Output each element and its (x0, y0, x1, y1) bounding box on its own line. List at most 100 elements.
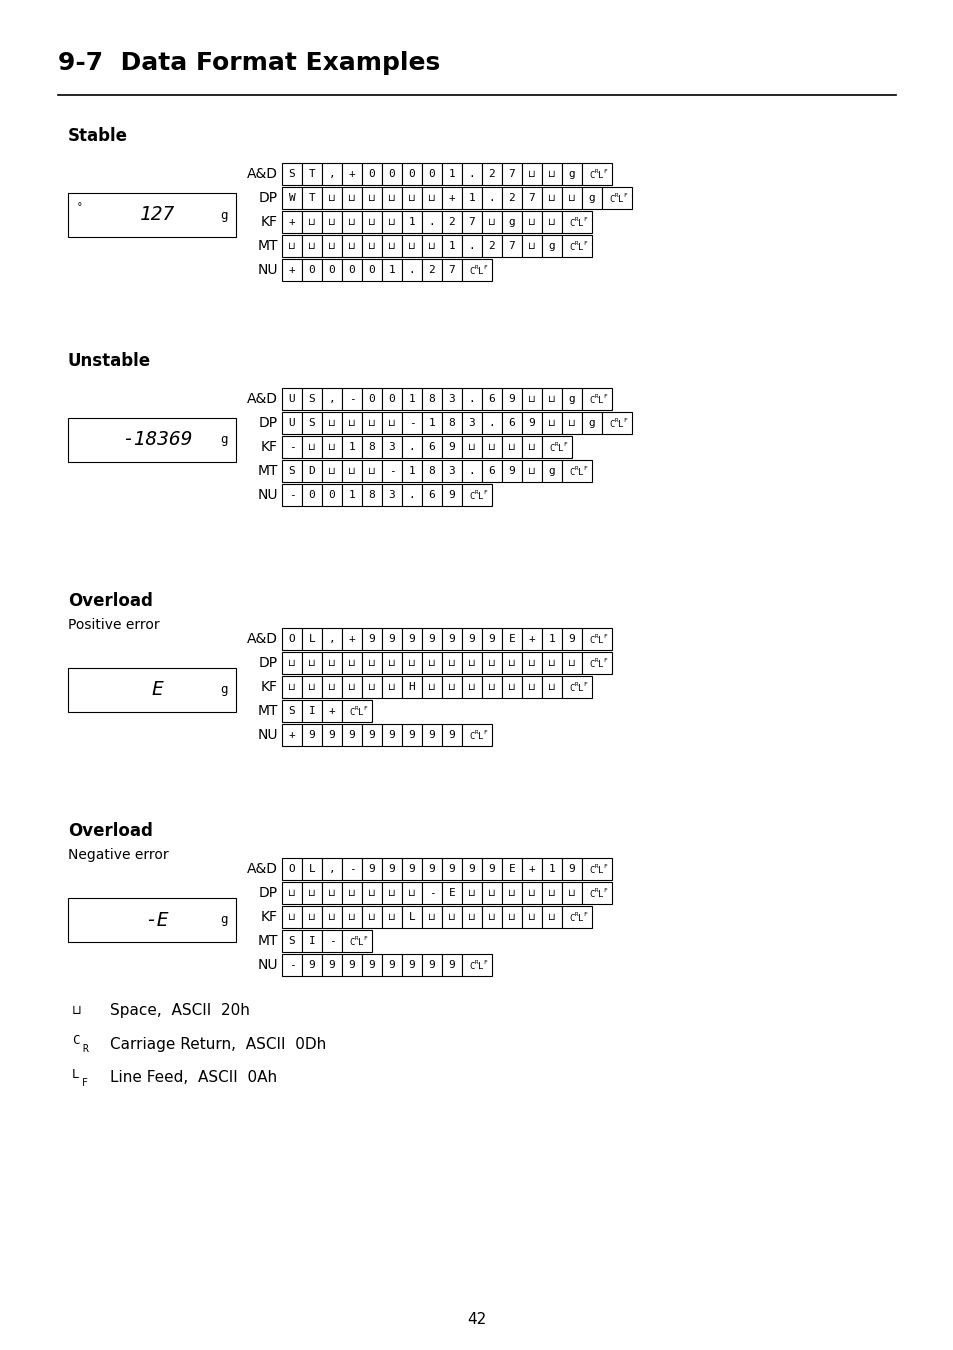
Text: ⊔: ⊔ (548, 394, 556, 404)
Bar (302, 259, 322, 281)
Text: 2: 2 (448, 217, 455, 227)
Bar (501, 436, 521, 458)
Text: E: E (448, 888, 455, 898)
Text: ⊔: ⊔ (528, 242, 536, 251)
Bar (421, 724, 441, 747)
Text: 9: 9 (388, 730, 395, 740)
Bar (541, 211, 561, 234)
Bar (401, 485, 421, 506)
Text: ⊔: ⊔ (508, 913, 516, 922)
Bar (541, 882, 561, 905)
Text: L: L (408, 913, 415, 922)
Text: 0: 0 (348, 265, 355, 275)
Text: MT: MT (257, 703, 277, 718)
Text: ⊔: ⊔ (368, 913, 375, 922)
Text: ,: , (328, 394, 335, 404)
Text: +: + (528, 864, 535, 873)
Text: ⊔: ⊔ (388, 418, 395, 428)
Bar (501, 163, 521, 185)
Text: 9: 9 (448, 864, 455, 873)
Bar (441, 188, 461, 209)
Bar (381, 188, 401, 209)
Bar (302, 906, 322, 927)
Bar (322, 652, 341, 674)
Text: ⊔: ⊔ (548, 193, 556, 202)
Text: S: S (309, 394, 315, 404)
Text: ⊔: ⊔ (308, 888, 315, 898)
Text: ⊔: ⊔ (548, 657, 556, 668)
Text: 0: 0 (328, 265, 335, 275)
Text: -: - (428, 888, 435, 898)
Bar (361, 436, 381, 458)
Text: 0: 0 (309, 265, 315, 275)
Text: 9: 9 (368, 634, 375, 644)
Bar (381, 652, 401, 674)
Text: R: R (594, 888, 598, 892)
Bar (322, 436, 341, 458)
Text: 9: 9 (388, 864, 395, 873)
Bar (282, 906, 302, 927)
Bar (68, 898, 235, 942)
Text: 1: 1 (468, 193, 475, 202)
Text: KF: KF (261, 680, 277, 694)
Bar (461, 485, 492, 506)
Bar (322, 930, 341, 952)
Text: ⊔: ⊔ (548, 169, 556, 180)
Text: ⊔: ⊔ (428, 657, 436, 668)
Text: ⊔: ⊔ (488, 682, 496, 693)
Bar (322, 676, 341, 698)
Text: C: C (469, 961, 474, 971)
Bar (561, 676, 592, 698)
Text: A&D: A&D (247, 167, 277, 181)
Text: g: g (220, 683, 228, 697)
Bar (441, 235, 461, 256)
Bar (521, 188, 541, 209)
Text: C: C (568, 243, 574, 251)
Bar (381, 235, 401, 256)
Text: C: C (349, 938, 354, 946)
Text: T: T (309, 193, 315, 202)
Bar (381, 259, 401, 281)
Text: L: L (598, 890, 602, 899)
Bar (521, 387, 541, 410)
Text: ⊔: ⊔ (388, 657, 395, 668)
Text: 2: 2 (488, 242, 495, 251)
Text: ⊔: ⊔ (468, 441, 476, 452)
Text: 7: 7 (468, 217, 475, 227)
Bar (302, 460, 322, 482)
Text: ⊔: ⊔ (548, 913, 556, 922)
Text: ⊔: ⊔ (348, 193, 355, 202)
Text: ⊔: ⊔ (71, 1003, 82, 1017)
Bar (501, 387, 521, 410)
Text: F: F (82, 1079, 88, 1088)
Bar (581, 882, 612, 905)
Text: 7: 7 (508, 169, 515, 180)
Bar (461, 412, 481, 433)
Text: R: R (355, 936, 358, 941)
Text: ⊔: ⊔ (388, 242, 395, 251)
Bar (481, 412, 501, 433)
Text: L: L (71, 1068, 79, 1081)
Text: L: L (357, 938, 363, 946)
Text: F: F (623, 193, 627, 198)
Bar (282, 211, 302, 234)
Text: R: R (474, 730, 477, 734)
Bar (322, 882, 341, 905)
Bar (541, 387, 561, 410)
Bar (282, 460, 302, 482)
Text: ⊔: ⊔ (368, 466, 375, 477)
Bar (401, 460, 421, 482)
Bar (401, 628, 421, 649)
Text: 1: 1 (548, 634, 555, 644)
Text: +: + (289, 217, 295, 227)
Bar (501, 412, 521, 433)
Bar (381, 387, 401, 410)
Text: ⊔: ⊔ (328, 441, 335, 452)
Bar (441, 436, 461, 458)
Bar (441, 460, 461, 482)
Bar (322, 460, 341, 482)
Bar (381, 628, 401, 649)
Bar (461, 724, 492, 747)
Text: MT: MT (257, 239, 277, 252)
Text: F: F (583, 466, 587, 471)
